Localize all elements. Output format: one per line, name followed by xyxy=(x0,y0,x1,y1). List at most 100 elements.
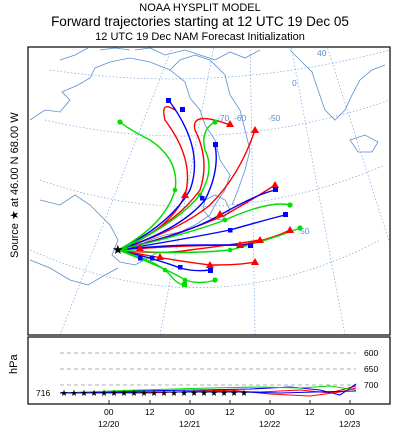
baffin-coast xyxy=(149,47,261,61)
hudson-bay-coast xyxy=(29,57,231,246)
marker xyxy=(227,247,233,253)
star-marker-icon: ★ xyxy=(70,389,78,399)
star-marker-icon: ★ xyxy=(130,389,138,399)
marker xyxy=(138,256,143,261)
vertical-profile-panel: 600 650 700 716 ★ ★ ★ ★ ★ ★ ★ ★ ★ ★ ★ ★ … xyxy=(27,336,391,405)
source-star-icon: ★ xyxy=(112,243,124,258)
vertical-trace-green xyxy=(59,385,357,394)
marker xyxy=(162,267,168,273)
longitude-line-60 xyxy=(249,47,256,335)
marker xyxy=(166,98,171,103)
trajectory xyxy=(117,101,196,251)
marker xyxy=(273,187,278,192)
marker xyxy=(181,191,189,198)
pressure-label-600: 600 xyxy=(364,348,378,358)
run-title: Forward trajectories starting at 12 UTC … xyxy=(51,14,349,29)
star-marker-icon: ★ xyxy=(190,389,198,399)
lat-label-40: 40 xyxy=(317,48,327,58)
latitude-circle-30 xyxy=(29,239,381,288)
map-panel: 40 50 -70 -60 -50 0 xyxy=(27,46,391,336)
marker xyxy=(178,265,183,270)
time-label: 12 xyxy=(305,407,315,417)
marker xyxy=(180,107,185,112)
marker xyxy=(236,241,244,248)
marker xyxy=(286,226,294,233)
marker xyxy=(117,119,123,125)
map-graticule xyxy=(29,47,390,335)
star-marker-icon: ★ xyxy=(150,389,158,399)
marker xyxy=(212,119,218,125)
longitude-line-50 xyxy=(290,47,346,335)
time-label: 00 xyxy=(185,407,195,417)
star-marker-icon: ★ xyxy=(230,389,238,399)
date-label: 12/22 xyxy=(259,419,281,429)
marker xyxy=(248,243,253,248)
marker xyxy=(251,126,259,133)
marker xyxy=(172,187,178,193)
great-lakes-coast xyxy=(39,194,159,266)
labrador-coast xyxy=(169,54,251,206)
star-marker-icon: ★ xyxy=(140,389,148,399)
star-marker-icon: ★ xyxy=(90,389,98,399)
marker xyxy=(150,256,155,261)
star-marker-icon: ★ xyxy=(200,389,208,399)
trajectory xyxy=(117,117,231,251)
time-label: 12 xyxy=(225,407,235,417)
time-label: 00 xyxy=(345,407,355,417)
latitude-circle-60 xyxy=(49,49,390,80)
marker xyxy=(271,181,279,188)
marker xyxy=(206,261,214,268)
marker xyxy=(182,282,187,287)
lon-label-minus50: -50 xyxy=(268,113,281,123)
start-level-label: 716 xyxy=(36,388,50,398)
greenland-coast xyxy=(289,49,386,121)
marker xyxy=(297,225,303,231)
trajectory xyxy=(117,214,286,251)
marker xyxy=(208,268,213,273)
trajectory xyxy=(117,121,216,251)
marker xyxy=(156,253,164,260)
time-label: 00 xyxy=(265,407,275,417)
star-marker-icon: ★ xyxy=(180,389,188,399)
star-marker-icon: ★ xyxy=(240,389,248,399)
trajectory-markers xyxy=(117,98,303,287)
arctic-islands-coast xyxy=(59,47,151,61)
marker xyxy=(200,196,205,201)
marker xyxy=(228,228,233,233)
iceland-coast xyxy=(349,134,379,153)
vertical-trace-blue xyxy=(59,390,357,394)
vertical-trace-blue xyxy=(59,383,357,396)
east-coast xyxy=(29,259,119,286)
lon-label-minus70: -70 xyxy=(217,113,230,123)
pressure-label-650: 650 xyxy=(364,364,378,374)
run-subtitle: 12 UTC 19 Dec NAM Forecast Initializatio… xyxy=(95,31,305,43)
time-label: 00 xyxy=(104,407,114,417)
longitude-line-80 xyxy=(59,47,173,335)
latitude-circle-40 xyxy=(39,164,386,208)
trajectory xyxy=(117,244,250,251)
marker xyxy=(213,142,218,147)
latitude-circle-50 xyxy=(44,99,390,137)
map-frame xyxy=(27,46,391,336)
trajectory xyxy=(117,144,217,251)
star-marker-icon: ★ xyxy=(160,389,168,399)
lon-label-0: 0 xyxy=(292,78,297,88)
trajectory-group-green xyxy=(117,121,301,286)
time-label: 12 xyxy=(145,407,155,417)
trajectory xyxy=(117,121,177,251)
marker xyxy=(283,212,288,217)
star-marker-icon: ★ xyxy=(120,389,128,399)
star-marker-icon: ★ xyxy=(110,389,118,399)
marker xyxy=(251,258,259,265)
star-marker-icon: ★ xyxy=(170,389,178,399)
pressure-label-700: 700 xyxy=(364,380,378,390)
marker xyxy=(287,202,293,208)
vertical-frame xyxy=(27,336,391,405)
star-marker-icon: ★ xyxy=(220,389,228,399)
coastlines xyxy=(29,47,386,286)
marker xyxy=(256,236,264,243)
marker xyxy=(212,277,218,283)
marker xyxy=(222,217,228,223)
star-marker-icon: ★ xyxy=(210,389,218,399)
